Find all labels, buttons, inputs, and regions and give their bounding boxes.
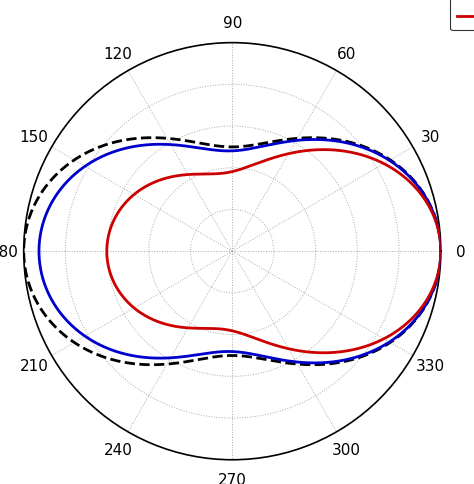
10 keV: [344, 141, 350, 147]
Tompson: [245, 354, 250, 360]
10 keV: [244, 350, 250, 356]
10 keV: [407, 175, 413, 181]
80 keV: [198, 172, 204, 178]
Line: Tompson: Tompson: [24, 138, 441, 365]
80 keV: [220, 171, 226, 177]
10 keV: [189, 353, 195, 359]
10 keV: [346, 141, 352, 147]
Tompson: [187, 359, 192, 364]
Tompson: [438, 249, 444, 255]
10 keV: [187, 144, 193, 150]
Tompson: [408, 174, 413, 180]
10 keV: [438, 249, 444, 255]
Legend: Tompson, 10 keV, 80 keV: Tompson, 10 keV, 80 keV: [450, 0, 474, 31]
80 keV: [241, 332, 247, 337]
Tompson: [347, 140, 353, 146]
80 keV: [438, 249, 444, 255]
Tompson: [438, 249, 444, 255]
10 keV: [438, 249, 444, 255]
80 keV: [438, 249, 444, 255]
Tompson: [185, 139, 191, 145]
80 keV: [337, 148, 342, 154]
Tompson: [346, 139, 351, 145]
80 keV: [338, 149, 344, 154]
Tompson: [229, 145, 235, 151]
Line: 10 keV: 10 keV: [39, 140, 441, 363]
80 keV: [403, 176, 409, 182]
80 keV: [200, 326, 205, 332]
Line: 80 keV: 80 keV: [107, 151, 441, 353]
10 keV: [228, 149, 233, 154]
